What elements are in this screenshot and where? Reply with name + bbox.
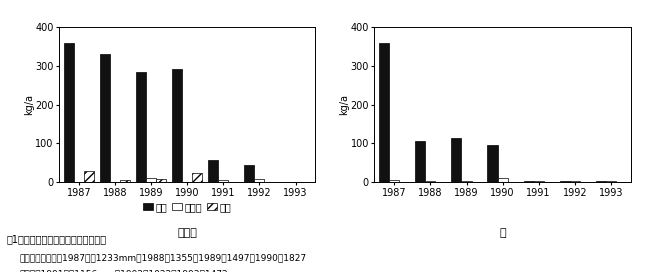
Bar [146,178,156,182]
Bar [244,165,254,182]
Bar [100,54,110,182]
Bar [379,43,390,182]
Bar [172,69,182,182]
Bar [451,138,461,182]
Bar [461,181,472,182]
Bar [606,181,616,182]
Bar [524,181,533,182]
Bar [208,160,218,182]
Bar [84,171,94,182]
Bar [390,180,399,182]
Bar [218,180,229,182]
Bar [533,181,544,182]
Text: 1991年；1156mm，1992；1022，1993；1472: 1991年；1156mm，1992；1022，1993；1472 [20,269,229,272]
Bar [156,179,166,182]
Bar [120,180,130,182]
Text: 茶: 茶 [499,228,506,239]
Bar [487,146,497,182]
Bar [254,179,265,182]
Bar [497,178,508,182]
Text: ミカン: ミカン [177,228,197,239]
Bar [425,181,436,182]
Bar [415,141,425,182]
Bar [570,181,580,182]
Text: 注）年間降水量：1987年；1233mm，1988；1355，1989；1497，1990；1827: 注）年間降水量：1987年；1233mm，1988；1355，1989；1497… [20,253,307,262]
Bar [193,172,202,182]
Text: 図1　土壌流出量の推移（Ｋｇ／ａ）: 図1 土壌流出量の推移（Ｋｇ／ａ） [7,234,106,244]
Legend: 消耕, 敟ワラ, 草生: 消耕, 敟ワラ, 草生 [139,198,235,216]
Bar [560,181,570,182]
Y-axis label: kg/a: kg/a [339,94,349,115]
Bar [136,72,146,182]
Bar [64,44,74,182]
Y-axis label: kg/a: kg/a [24,94,34,115]
Bar [596,181,606,182]
